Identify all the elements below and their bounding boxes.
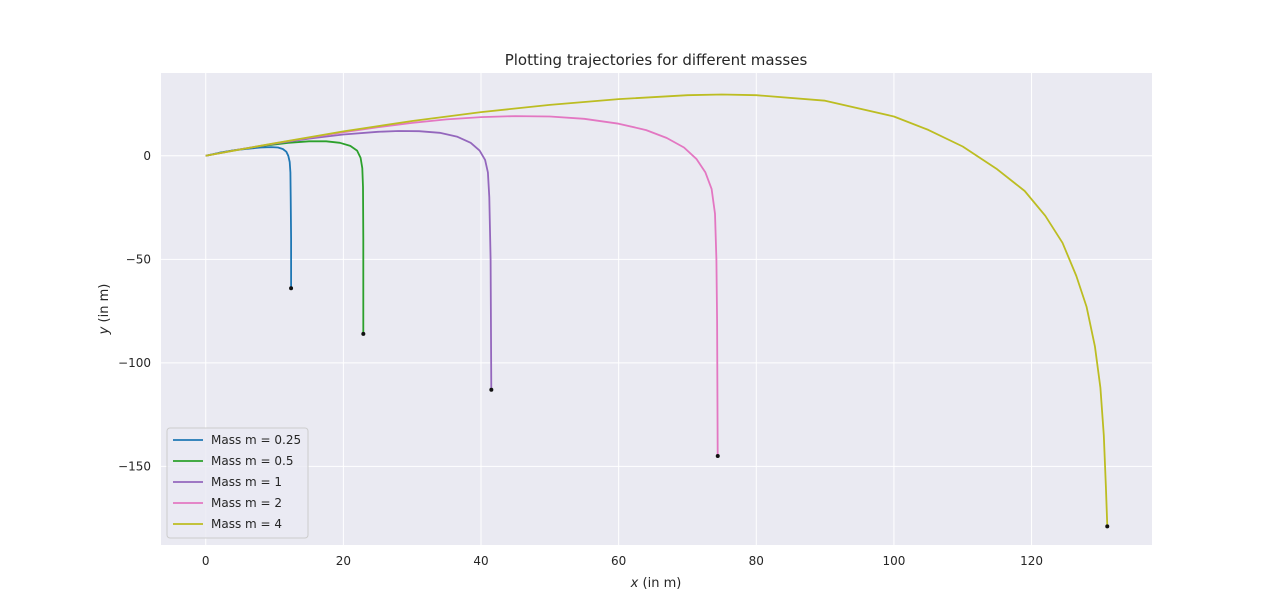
x-tick-label: 60 (611, 554, 626, 568)
legend-label-4: Mass m = 2 (211, 496, 282, 510)
y-tick-labels: 0 −50 −100 −150 (118, 149, 151, 474)
plot-area (161, 73, 1152, 545)
x-tick-labels: 0 20 40 60 80 100 120 (202, 554, 1043, 568)
y-tick-label: 0 (143, 149, 151, 163)
legend-label-5: Mass m = 4 (211, 517, 282, 531)
x-tick-label: 80 (749, 554, 764, 568)
legend-label-3: Mass m = 1 (211, 475, 282, 489)
legend-label-2: Mass m = 0.5 (211, 454, 293, 468)
endpoint-marker-5 (1105, 524, 1110, 529)
x-tick-label: 40 (473, 554, 488, 568)
y-tick-label: −50 (126, 252, 151, 266)
legend-box (166, 427, 309, 539)
endpoint-marker-4 (715, 453, 720, 458)
y-axis-label: y (in m) (97, 284, 112, 336)
x-tick-label: 0 (202, 554, 210, 568)
y-tick-label: −100 (118, 356, 151, 370)
chart-title: Plotting trajectories for different mass… (505, 51, 808, 69)
legend-label-1: Mass m = 0.25 (211, 433, 301, 447)
trajectory-endpoints (289, 286, 1110, 529)
endpoint-marker-2 (361, 331, 366, 336)
legend: Mass m = 0.25 Mass m = 0.5 Mass m = 1 Mass … (166, 427, 309, 539)
series-lines (205, 93, 1109, 527)
x-tick-label: 20 (336, 554, 351, 568)
x-tick-label: 100 (882, 554, 905, 568)
series-line-5 (205, 93, 1109, 527)
x-tick-label: 120 (1020, 554, 1043, 568)
endpoint-marker-3 (489, 387, 494, 392)
endpoint-marker-1 (289, 286, 294, 291)
y-tick-label: −150 (118, 459, 151, 473)
x-axis-label: x (in m) (630, 576, 682, 591)
